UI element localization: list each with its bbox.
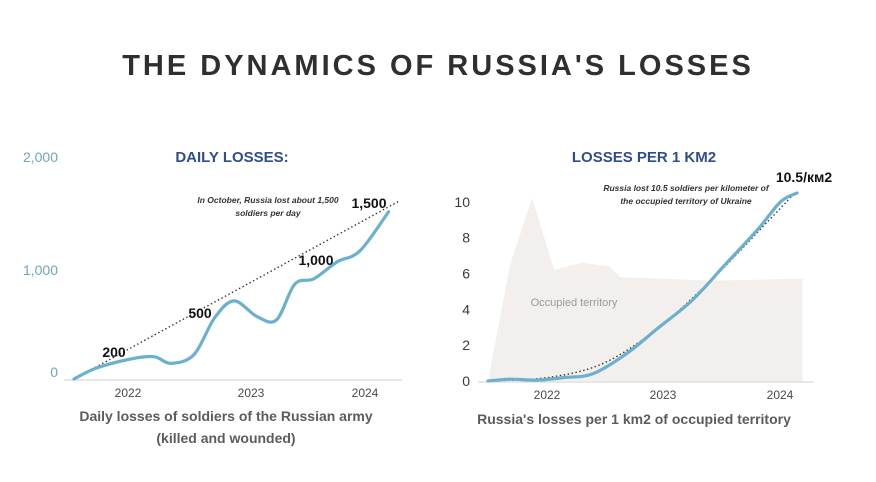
chart-caption: (killed and wounded)	[156, 430, 295, 446]
y-tick-label: 2,000	[23, 149, 58, 165]
y-tick-label: 0	[462, 373, 470, 389]
series-line	[72, 210, 391, 381]
y-tick-label: 1,000	[23, 262, 58, 278]
chart-caption: Russia's losses per 1 km2 of occupied te…	[477, 411, 791, 427]
annotation-text: soldiers per day	[235, 208, 301, 218]
x-tick-label: 2024	[352, 386, 379, 400]
annotation-text: the occupied territory of Ukraine	[620, 196, 752, 206]
x-tick-label: 2023	[650, 388, 677, 402]
x-tick-label: 2022	[534, 388, 561, 402]
chart-title: LOSSES PER 1 KM2	[572, 149, 716, 166]
data-label: 10.5/км2	[776, 169, 833, 185]
data-label: 1,500	[351, 195, 386, 211]
series-line	[486, 191, 799, 383]
data-label: 500	[188, 305, 212, 321]
page-title: THE DYNAMICS OF RUSSIA'S LOSSES	[122, 50, 754, 82]
x-tick-label: 2024	[767, 388, 794, 402]
y-tick-label: 10	[454, 194, 470, 210]
x-tick-label: 2022	[115, 386, 142, 400]
data-label: 200	[102, 344, 126, 360]
x-tick-label: 2023	[238, 386, 265, 400]
y-tick-label: 0	[50, 364, 58, 380]
annotation-text: In October, Russia lost about 1,500	[197, 195, 339, 205]
y-tick-label: 6	[462, 266, 470, 282]
area-label: Occupied territory	[531, 297, 618, 309]
y-tick-label: 4	[462, 301, 470, 317]
annotation-text: Russia lost 10.5 soldiers per kilometer …	[603, 183, 770, 193]
data-label: 1,000	[298, 252, 333, 268]
occupied-territory-area	[488, 198, 803, 381]
trend-line	[487, 196, 792, 382]
chart-title: DAILY LOSSES:	[175, 149, 288, 166]
y-tick-label: 2	[462, 337, 470, 353]
y-tick-label: 8	[462, 230, 470, 246]
chart-caption: Daily losses of soldiers of the Russian …	[79, 408, 373, 424]
